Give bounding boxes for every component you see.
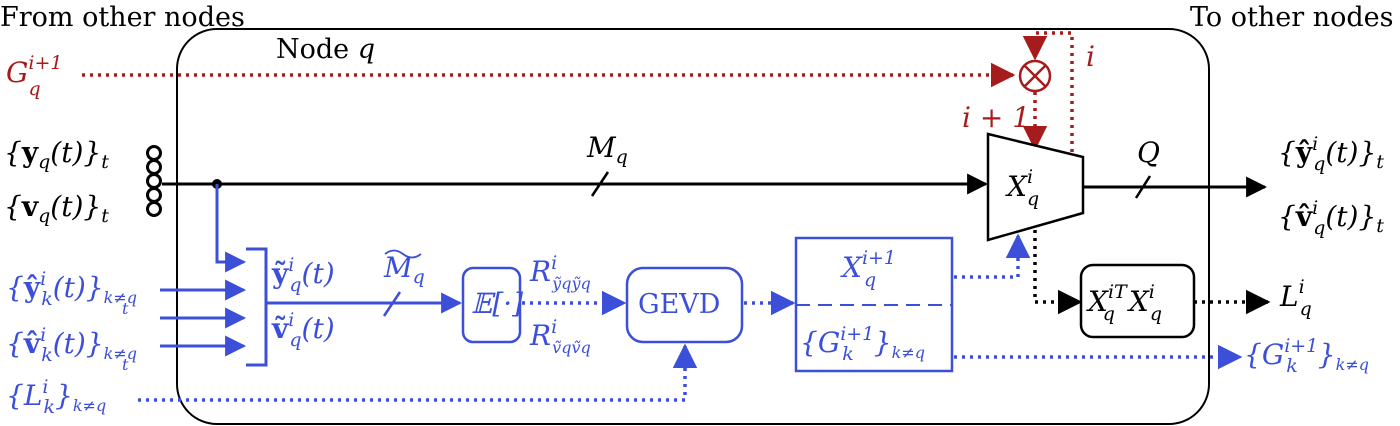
x-q-current-label: Xi q [1005,166,1039,210]
g-q-input-label: Gi+1 q [6,52,62,100]
v-k-t-label: t [122,355,129,374]
y-k-t-label: t [122,299,129,318]
r-v-label: Ri ṽqṽq [529,316,591,357]
m-q-tilde-slash [382,291,402,317]
l-k-to-gevd-line [138,343,698,402]
from-other-nodes-label: From other nodes [0,2,245,33]
iter-i1-label: i + 1 [962,101,1030,134]
microphone-array-icon [146,145,162,217]
m-q-slash [590,171,610,197]
node-label-var: q [358,34,375,65]
iter-i-label: i [1086,40,1095,73]
g-k-output-label: {Gi+1 k}k≠q [1244,335,1369,377]
l-k-input-label: {Li k}k≠q [6,376,106,418]
m-q-tilde-accent [384,249,422,259]
v-tilde-label: ṽi q(t) [271,309,335,351]
node-boundary [176,28,1210,425]
x-next-to-x-line [954,233,1031,279]
iteration-feedback-line [1022,31,1074,160]
v-k-input-label: {v̂i k(t)}k≠q [6,324,137,366]
x-to-xtx-line [1033,230,1083,315]
node-label-text: Node [276,34,349,65]
g-q-sup: i+1 [28,52,62,74]
y-k-input-label: {ŷi k(t)}k≠q [6,268,137,310]
local-branch-line [215,184,247,273]
node-label: Node q [276,34,375,65]
g-q-sub: q [28,78,40,100]
stack-bracket [246,247,268,367]
y-q-input-label: {yq(t)}t [4,136,109,173]
q-slash [1134,175,1152,199]
m-q-label: Mq [586,131,628,168]
gevd-block [625,266,744,344]
q-label: Q [1137,136,1160,169]
to-other-nodes-label: To other nodes [1190,2,1393,33]
l-q-output-label: Li q [1279,276,1312,320]
g-q-base: G [6,56,28,89]
gevd-label: GEVD [638,289,720,320]
r-y-label: Ri ỹqỹq [529,252,591,293]
y-hat-output-label: {ŷi q(t)}t [1278,133,1384,175]
v-q-input-label: {vq(t)}t [4,190,109,227]
multiply-cross-b [1024,65,1046,87]
x-q-compressor-block [986,132,1085,242]
expectation-label: 𝔼[·] [471,287,523,320]
y-tilde-label: ỹi q(t) [271,254,335,296]
v-hat-output-label: {v̂i q(t)}t [1278,197,1384,239]
expectation-block [461,266,522,344]
